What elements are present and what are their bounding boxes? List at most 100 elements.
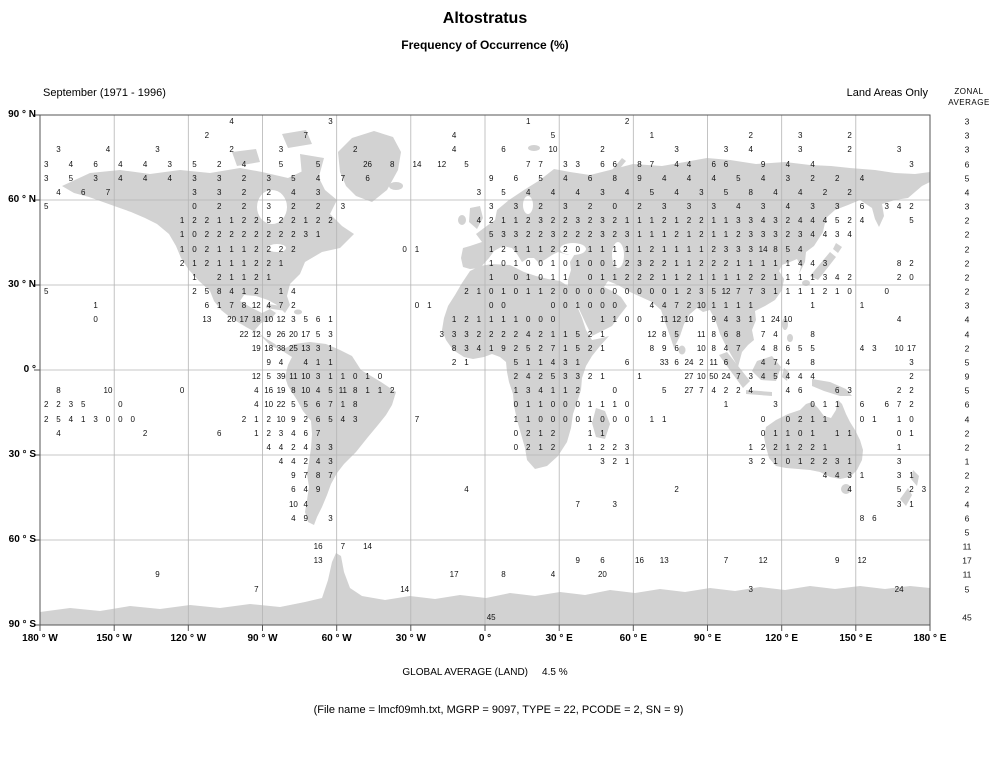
hudson-bay bbox=[257, 190, 287, 224]
grid-value: 1 bbox=[241, 272, 247, 282]
grid-value: 5 bbox=[575, 343, 580, 353]
grid-value: 5 bbox=[303, 400, 308, 410]
island-philippines-north bbox=[782, 318, 788, 330]
grid-value: 2 bbox=[550, 428, 556, 438]
grid-value: 1 bbox=[192, 258, 197, 268]
grid-value: 2 bbox=[526, 442, 531, 452]
grid-value: 2 bbox=[291, 202, 296, 212]
grid-value: 2 bbox=[637, 202, 642, 212]
grid-value: 1 bbox=[501, 216, 506, 226]
grid-value: 1 bbox=[649, 131, 655, 141]
grid-value: 7 bbox=[575, 499, 580, 509]
grid-value: 1 bbox=[328, 372, 333, 382]
grid-value: 17 bbox=[907, 343, 916, 353]
grid-value: 2 bbox=[550, 287, 556, 297]
grid-value: 3 bbox=[303, 230, 308, 240]
grid-value: 1 bbox=[464, 357, 469, 367]
grid-value: 2 bbox=[291, 230, 296, 240]
grid-value: 10 bbox=[264, 400, 274, 410]
grid-value: 1 bbox=[315, 230, 321, 240]
grid-value: 4 bbox=[266, 301, 271, 311]
grid-value: 4 bbox=[68, 414, 74, 424]
grid-value: 3 bbox=[835, 230, 840, 240]
island-hokkaido bbox=[833, 243, 842, 253]
grid-value: 3 bbox=[847, 386, 852, 396]
zonal-average-value: 11 bbox=[962, 541, 972, 552]
grid-value: 0 bbox=[637, 287, 642, 297]
grid-value: 2 bbox=[538, 230, 543, 240]
grid-value: 4 bbox=[847, 485, 852, 495]
grid-value: 3 bbox=[476, 187, 482, 197]
grid-value: 26 bbox=[276, 329, 286, 339]
grid-value: 2 bbox=[217, 272, 222, 282]
grid-value: 2 bbox=[526, 216, 531, 226]
grid-value: 3 bbox=[575, 159, 580, 169]
grid-value: 1 bbox=[736, 272, 741, 282]
grid-value: 1 bbox=[513, 414, 519, 424]
grid-value: 3 bbox=[810, 202, 815, 212]
grid-value: 0 bbox=[513, 428, 519, 438]
grid-value: 2 bbox=[56, 400, 61, 410]
grid-value: 5 bbox=[303, 315, 308, 325]
grid-value: 2 bbox=[587, 372, 593, 382]
grid-value: 0 bbox=[612, 386, 618, 396]
grid-value: 13 bbox=[301, 343, 311, 353]
grid-value: 3 bbox=[748, 216, 753, 226]
grid-value: 14 bbox=[363, 542, 373, 552]
grid-value: 1 bbox=[785, 272, 791, 282]
grid-value: 0 bbox=[93, 315, 98, 325]
grid-value: 2 bbox=[686, 272, 692, 282]
grid-value: 3 bbox=[328, 457, 333, 467]
grid-value: 3 bbox=[563, 202, 568, 212]
grid-value: 3 bbox=[600, 230, 605, 240]
grid-value: 5 bbox=[291, 173, 296, 183]
grid-value: 1 bbox=[773, 287, 778, 297]
zonal-average-value: 3 bbox=[964, 300, 970, 311]
grid-value: 4 bbox=[291, 428, 296, 438]
grid-value: 2 bbox=[476, 329, 482, 339]
grid-value: 9 bbox=[155, 570, 160, 580]
grid-value: 0 bbox=[575, 400, 580, 410]
grid-value: 1 bbox=[587, 428, 593, 438]
grid-value: 0 bbox=[192, 244, 197, 254]
grid-value: 7 bbox=[649, 159, 655, 169]
grid-value: 1 bbox=[822, 400, 828, 410]
grid-value: 1 bbox=[414, 244, 420, 254]
grid-value: 3 bbox=[773, 216, 778, 226]
grid-value: 1 bbox=[192, 272, 197, 282]
grid-value: 4 bbox=[797, 187, 803, 197]
grid-value: 1 bbox=[241, 258, 247, 268]
grid-value: 1 bbox=[686, 258, 692, 268]
grid-value: 6 bbox=[612, 159, 618, 169]
grid-value: 4 bbox=[847, 230, 852, 240]
grid-value: 0 bbox=[612, 202, 618, 212]
grid-value: 3 bbox=[451, 329, 457, 339]
grid-value: 0 bbox=[563, 414, 568, 424]
grid-value: 2 bbox=[142, 428, 148, 438]
grid-value: 2 bbox=[612, 230, 618, 240]
grid-value: 5 bbox=[550, 372, 556, 382]
grid-value: 1 bbox=[278, 258, 284, 268]
grid-value: 20 bbox=[227, 315, 237, 325]
grid-value: 3 bbox=[884, 202, 889, 212]
grid-value: 7 bbox=[538, 159, 543, 169]
grid-value: 7 bbox=[896, 400, 902, 410]
grid-value: 2 bbox=[699, 357, 704, 367]
grid-value: 1 bbox=[488, 258, 494, 268]
grid-value: 0 bbox=[909, 272, 914, 282]
grid-value: 7 bbox=[736, 372, 741, 382]
grid-value: 8 bbox=[56, 386, 61, 396]
grid-value: 1 bbox=[773, 258, 778, 268]
zonal-average-value: 3 bbox=[964, 116, 970, 127]
grid-value: 2 bbox=[909, 372, 914, 382]
coverage-label: Land Areas Only bbox=[846, 87, 928, 99]
grid-value: 7 bbox=[414, 414, 420, 424]
grid-value: 2 bbox=[229, 230, 234, 240]
grid-value: 0 bbox=[105, 414, 111, 424]
grid-value: 4 bbox=[760, 372, 766, 382]
grid-value: 5 bbox=[711, 287, 716, 297]
grid-value: 38 bbox=[276, 343, 286, 353]
grid-value: 2 bbox=[241, 414, 247, 424]
grid-value: 6 bbox=[93, 159, 98, 169]
grid-value: 2 bbox=[291, 442, 296, 452]
